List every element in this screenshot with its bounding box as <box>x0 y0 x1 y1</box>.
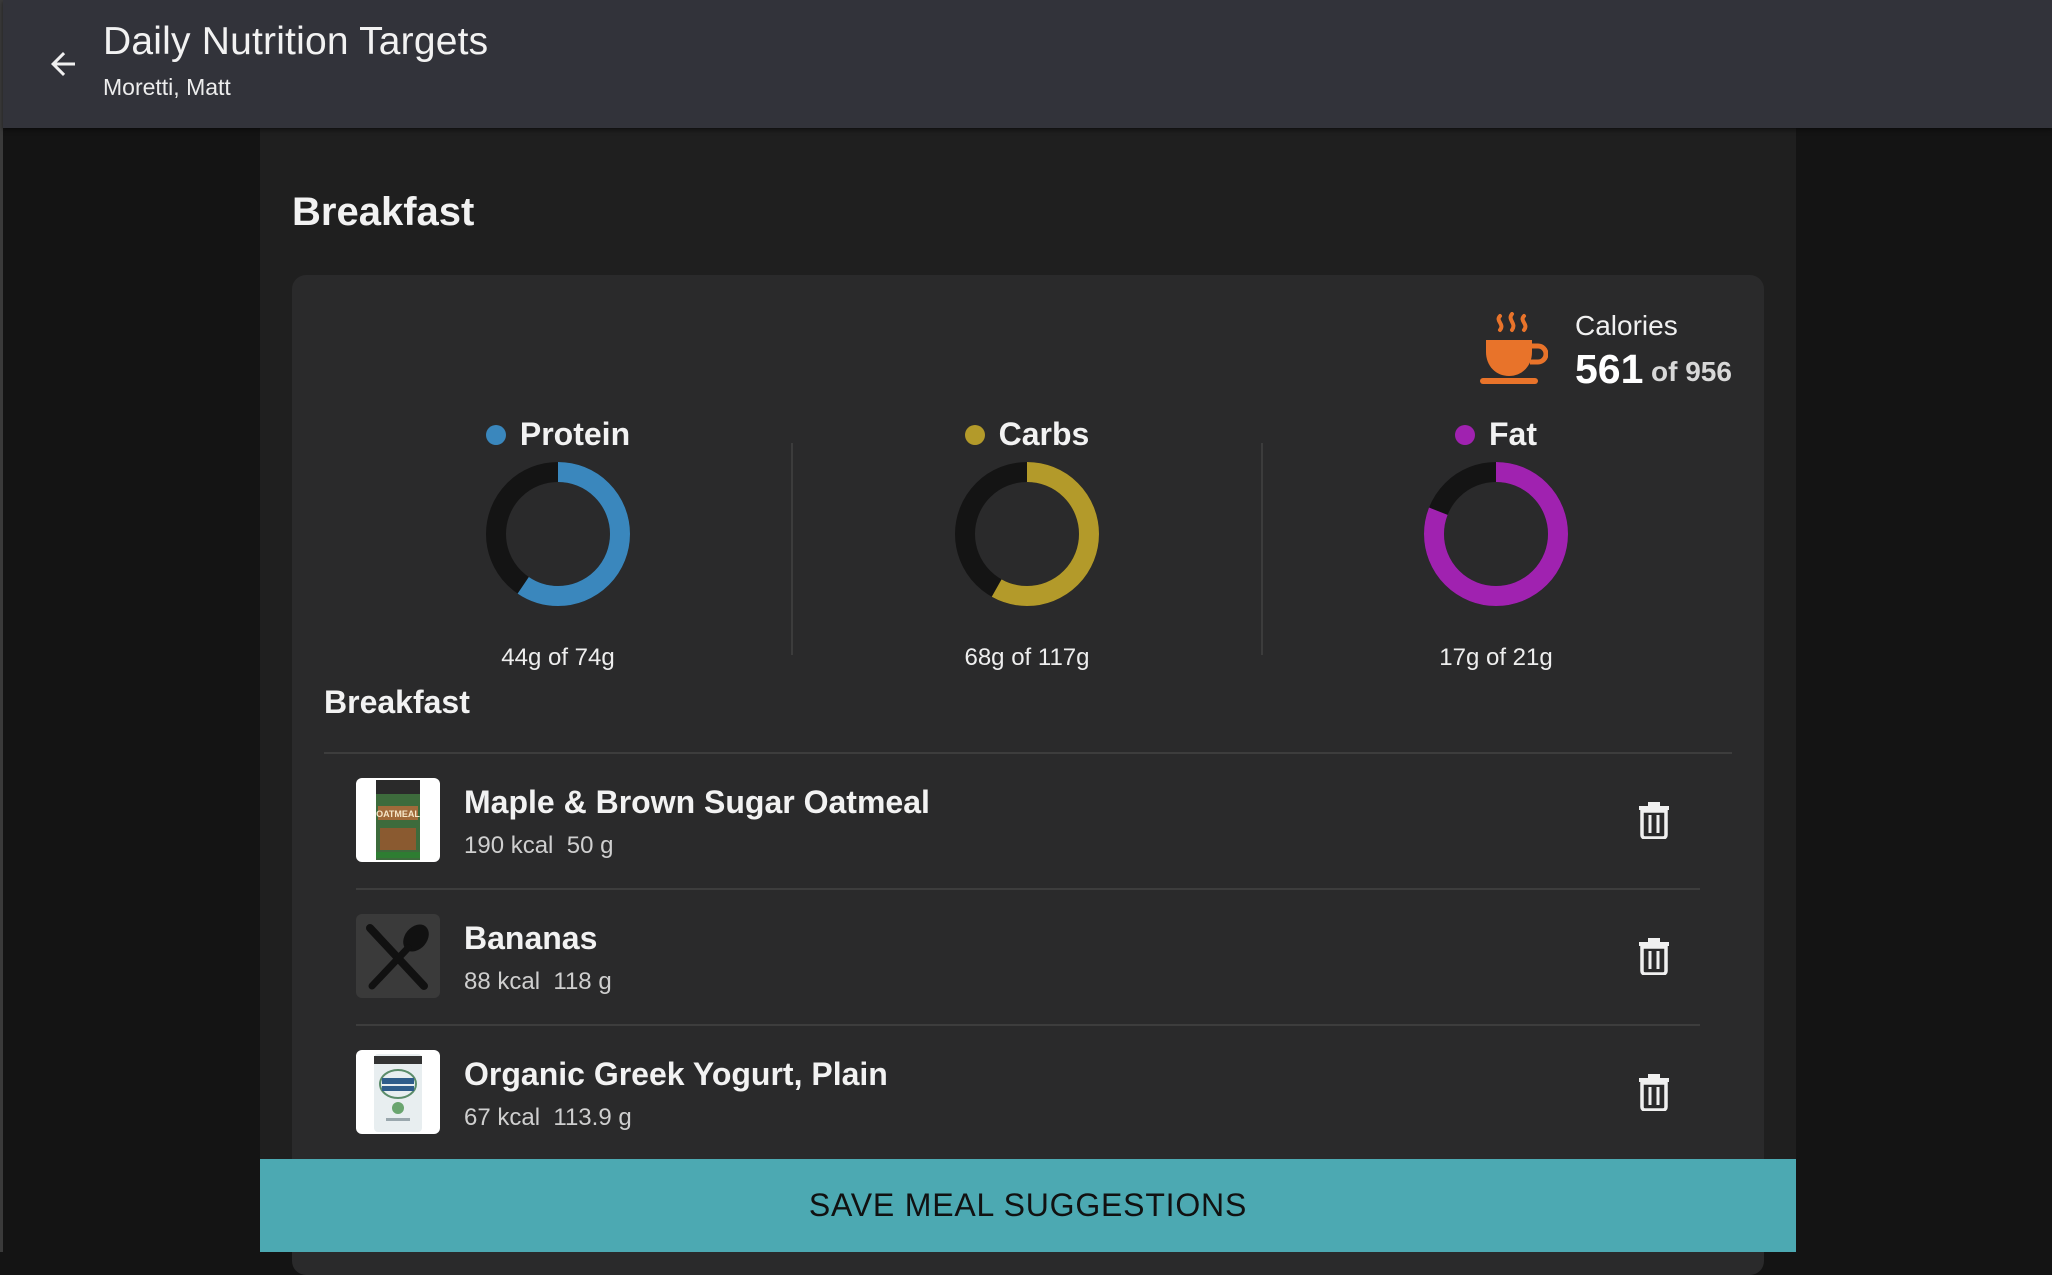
yogurt-tub-thumbnail <box>356 1050 440 1134</box>
oatmeal-box-thumbnail: OATMEAL <box>356 778 440 862</box>
fat-progress-arc <box>1424 462 1568 606</box>
macro-amount: 68g of 117g <box>964 644 1090 671</box>
trash-icon <box>1639 802 1669 839</box>
food-meta: 190 kcal 50 g <box>464 832 613 860</box>
food-meta: 67 kcal 113.9 g <box>464 1104 632 1132</box>
item-divider <box>356 1024 1700 1026</box>
food-name: Bananas <box>464 920 598 956</box>
fork-spoon-placeholder-icon <box>356 914 440 998</box>
app-bar: Daily Nutrition Targets Moretti, Matt <box>3 0 2052 128</box>
meal-section-title: Breakfast <box>292 190 475 234</box>
food-kcal: 67 kcal <box>464 1104 541 1131</box>
food-list-item[interactable]: OATMEAL Maple & Brown Sugar Oatmeal 190 … <box>356 754 1700 890</box>
carbs-legend-dot <box>964 424 985 445</box>
protein-progress-ring <box>486 462 630 606</box>
page-title: Daily Nutrition Targets <box>103 20 489 63</box>
food-meta: 88 kcal 118 g <box>464 968 612 996</box>
delete-item-button[interactable] <box>1632 934 1676 978</box>
macro-amount: 44g of 74g <box>501 644 615 671</box>
window-edge <box>0 0 3 1252</box>
macro-divider <box>1261 443 1263 655</box>
food-list-item[interactable]: Organic Greek Yogurt, Plain 67 kcal 113.… <box>356 1026 1700 1162</box>
delete-item-button[interactable] <box>1632 798 1676 842</box>
item-divider <box>356 888 1700 890</box>
fat-progress-ring <box>1424 462 1568 606</box>
calories-value: 561 <box>1575 346 1644 392</box>
list-divider <box>324 752 1732 754</box>
svg-text:OATMEAL: OATMEAL <box>376 809 420 819</box>
food-list-title: Breakfast <box>324 684 470 720</box>
food-kcal: 190 kcal <box>464 832 554 859</box>
save-meal-suggestions-button[interactable]: SAVE MEAL SUGGESTIONS <box>260 1159 1796 1252</box>
macro-name: Fat <box>1489 416 1537 452</box>
food-kcal: 88 kcal <box>464 968 541 995</box>
back-button[interactable] <box>39 40 87 88</box>
macro-divider <box>791 443 793 655</box>
trash-icon <box>1639 938 1669 975</box>
protein-progress-arc <box>486 462 630 606</box>
macro-name: Protein <box>519 416 631 452</box>
protein-legend-dot <box>485 424 506 445</box>
food-weight: 50 g <box>566 832 614 859</box>
calories-target: of 956 <box>1651 356 1732 387</box>
coffee-cup-icon <box>1480 312 1548 384</box>
macro-name: Carbs <box>998 416 1090 452</box>
calories-label: Calories <box>1575 310 1678 341</box>
carbs-progress-arc <box>955 462 1099 606</box>
arrow-left-icon <box>51 52 75 76</box>
meal-summary-card <box>292 275 1764 1275</box>
food-list-item[interactable]: Bananas 88 kcal 118 g <box>356 890 1700 1026</box>
trash-icon <box>1639 1074 1669 1111</box>
food-weight: 118 g <box>553 968 612 995</box>
food-weight: 113.9 g <box>553 1104 632 1131</box>
macro-amount: 17g of 21g <box>1439 644 1553 671</box>
food-name: Organic Greek Yogurt, Plain <box>464 1056 888 1092</box>
fat-legend-dot <box>1455 424 1475 445</box>
carbs-progress-ring <box>955 462 1099 606</box>
patient-name: Moretti, Matt <box>103 74 231 100</box>
delete-item-button[interactable] <box>1632 1070 1676 1114</box>
food-name: Maple & Brown Sugar Oatmeal <box>464 784 930 820</box>
